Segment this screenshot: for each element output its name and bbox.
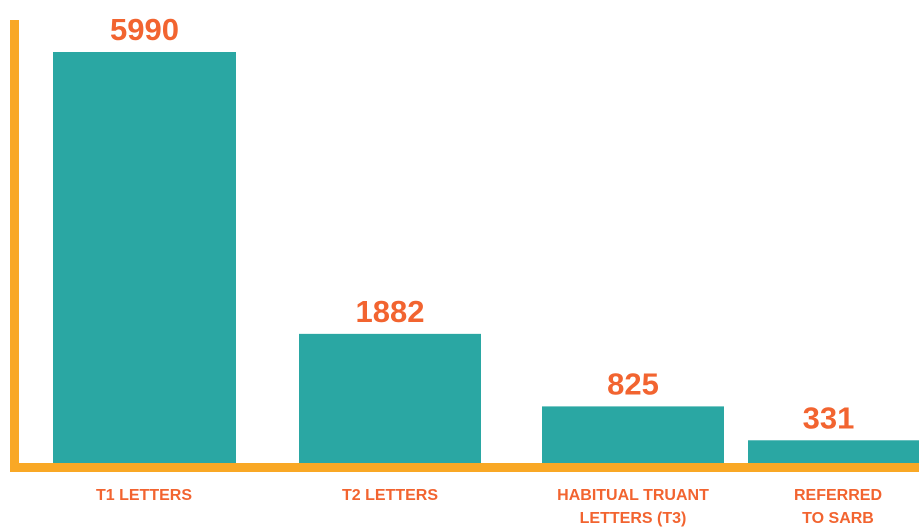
x-axis-line xyxy=(10,463,919,472)
value-label: 5990 xyxy=(110,12,179,47)
y-axis-line xyxy=(10,20,19,472)
bar xyxy=(299,333,481,463)
bar xyxy=(748,440,919,463)
value-label: 331 xyxy=(803,400,855,435)
value-label: 825 xyxy=(607,366,659,401)
x-tick-label: HABITUAL TRUANT LETTERS (T3) xyxy=(557,487,709,527)
value-label: 1882 xyxy=(356,294,425,329)
bar xyxy=(53,52,236,463)
x-tick-label: REFERRED TO SARB xyxy=(793,487,882,527)
bar xyxy=(542,406,724,463)
x-tick-label: T2 LETTERS xyxy=(341,487,438,504)
x-tick-label: T1 LETTERS xyxy=(95,487,192,504)
